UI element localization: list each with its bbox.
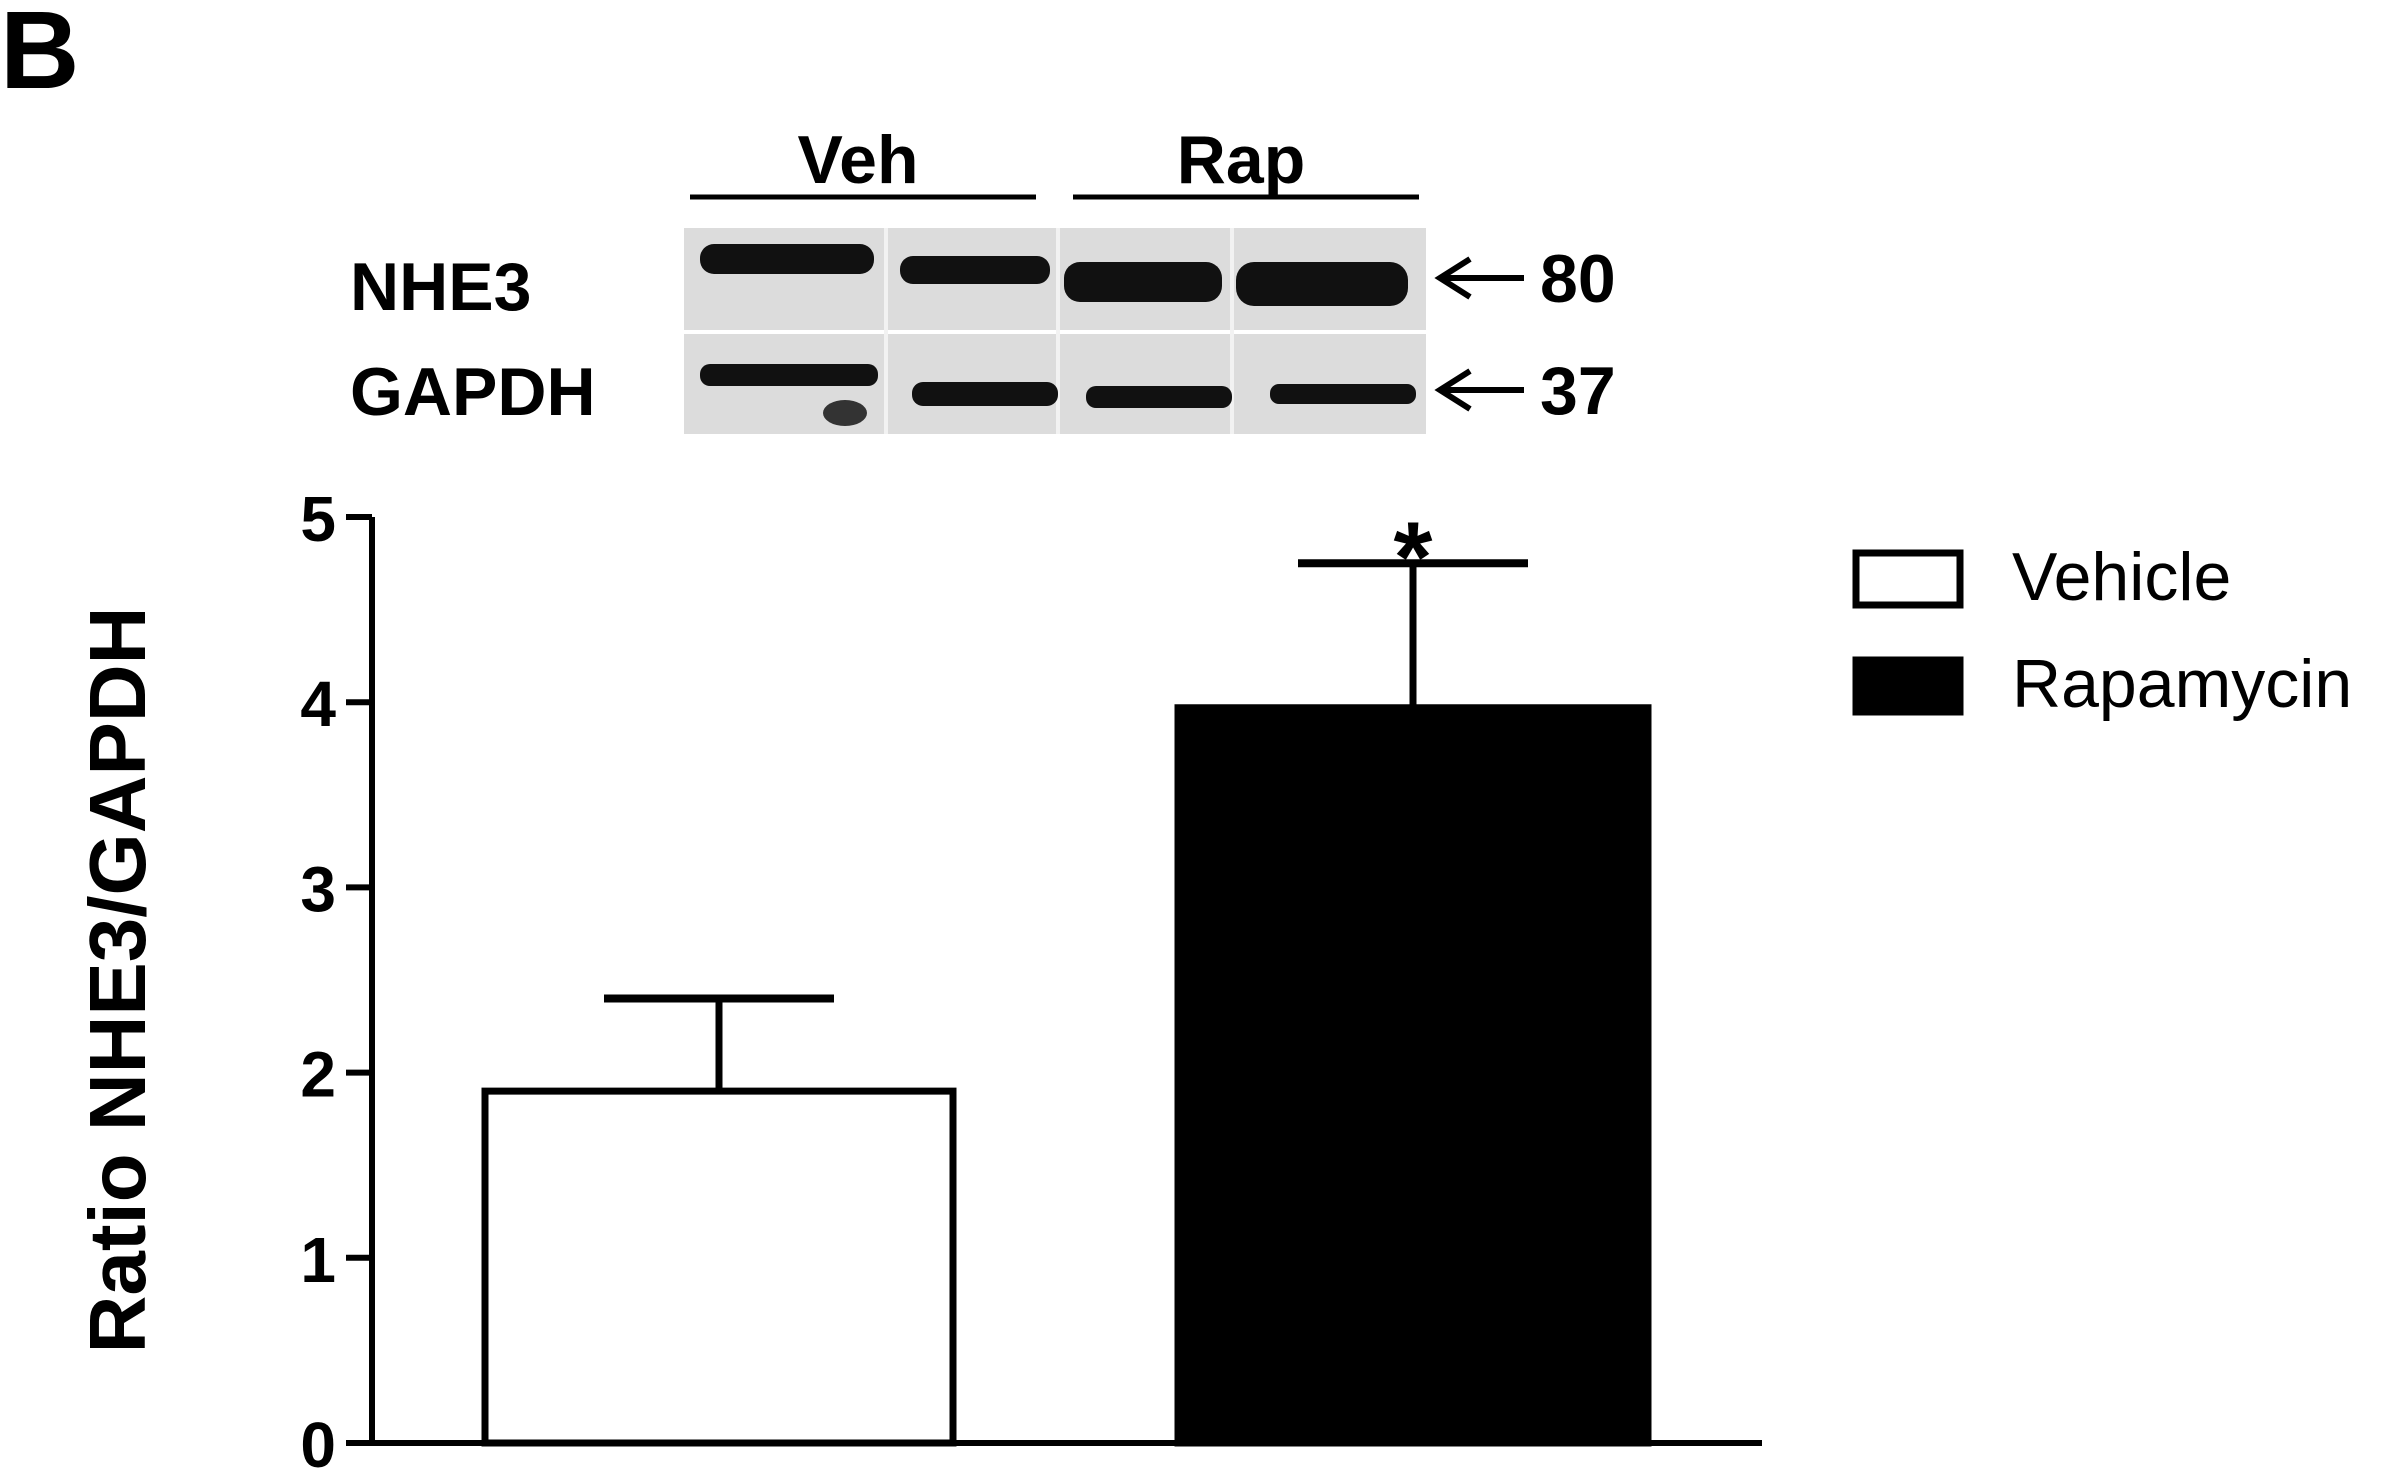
marker-label-37: 37: [1540, 353, 1616, 429]
bar-rapamycin: [1174, 704, 1652, 1447]
y-tick-label: 0: [300, 1409, 336, 1468]
marker-arrow-37: [1434, 368, 1524, 412]
blot-band-nhe3-lane4: [1236, 262, 1408, 306]
blot-band-nhe3-lane1: [700, 244, 874, 274]
y-axis-title: Ratio NHE3/GAPDH: [73, 607, 162, 1354]
blot-band-gapdh-lane4: [1270, 384, 1416, 404]
y-tick-label: 2: [300, 1039, 336, 1111]
legend-label-rapamycin: Rapamycin: [2012, 646, 2352, 722]
marker-label-80: 80: [1540, 241, 1616, 317]
blot-row-label-nhe3: NHE3: [350, 249, 531, 325]
y-tick-label: 5: [300, 483, 336, 555]
western-blot: Veh Rap NHE3 GAPDH 80 37: [350, 122, 1616, 434]
y-tick-label: 4: [300, 668, 336, 740]
marker-arrow-80: [1434, 256, 1524, 300]
significance-asterisk: *: [1394, 501, 1433, 613]
blot-band-gapdh-lane3: [1086, 386, 1232, 408]
blot-row-label-gapdh: GAPDH: [350, 354, 596, 430]
blot-group-label-veh: Veh: [798, 122, 919, 198]
blot-artifact: [823, 400, 867, 426]
legend-swatch-rapamycin: [1852, 656, 1964, 716]
bar-vehicle: [481, 1087, 957, 1447]
y-tick-label: 1: [300, 1224, 336, 1296]
y-tick-label: 3: [300, 853, 336, 925]
legend-label-vehicle: Vehicle: [2012, 539, 2231, 615]
blot-band-gapdh-lane2: [912, 382, 1058, 406]
blot-band-nhe3-lane2: [900, 256, 1050, 284]
blot-group-label-rap: Rap: [1177, 122, 1305, 198]
blot-band-gapdh-lane1: [700, 364, 878, 386]
panel-label: B: [0, 0, 79, 112]
blot-band-nhe3-lane3: [1064, 262, 1222, 302]
legend-swatch-vehicle: [1852, 549, 1964, 609]
bar-chart: 0 1 2 3 4 5 Ratio NHE3/GAPDH * Vehicle Rapamycin: [73, 483, 2352, 1468]
